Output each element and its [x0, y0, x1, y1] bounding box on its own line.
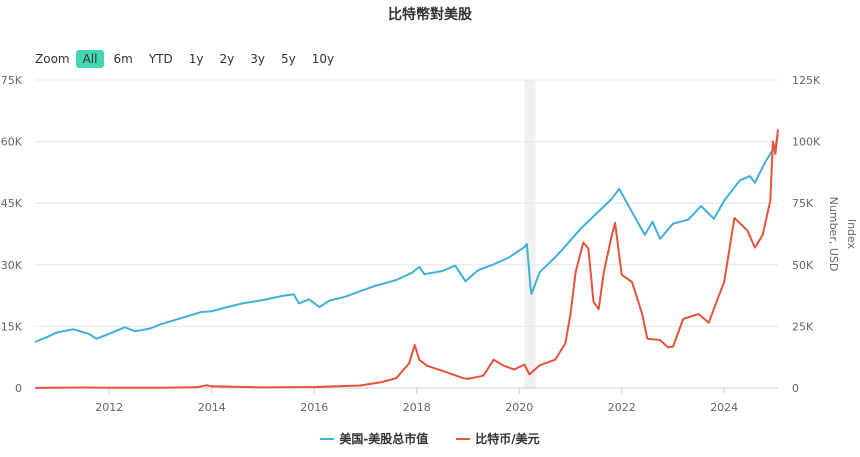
- x-tick-label: 2020: [505, 401, 533, 414]
- y-right-tick-label: 50K: [792, 259, 814, 272]
- y-left-tick-label: 45K: [1, 197, 23, 210]
- series-line-btc: [34, 129, 779, 389]
- x-tick-label: 2016: [300, 401, 328, 414]
- y-right-tick-label: 75K: [792, 197, 814, 210]
- legend-swatch-btc: [456, 437, 471, 440]
- x-tick-label: 2012: [95, 401, 123, 414]
- legend: 美国-美股总市值 比特币/美元: [0, 430, 860, 447]
- y-right-axis-title: Number, USD: [827, 197, 840, 272]
- x-tick-label: 2024: [710, 401, 738, 414]
- zoom-3y-button[interactable]: 3y: [250, 52, 265, 66]
- x-tick-label: 2018: [403, 401, 431, 414]
- y-right-tick-label: 25K: [792, 320, 814, 333]
- x-tick-label: 2022: [608, 401, 636, 414]
- y-left-tick-label: 15K: [1, 320, 23, 333]
- zoom-all-button[interactable]: All: [75, 50, 105, 68]
- zoom-ytd-button[interactable]: YTD: [148, 52, 173, 66]
- y-left-tick-label: 60K: [1, 136, 23, 149]
- highlight-band: [524, 80, 536, 388]
- chart-title: 比特幣對美股: [388, 7, 472, 23]
- legend-label-btc: 比特币/美元: [475, 432, 540, 446]
- legend-swatch-stocks: [320, 437, 335, 440]
- legend-item-stocks[interactable]: 美国-美股总市值: [320, 430, 428, 447]
- y-right-tick-label: 125K: [792, 74, 821, 87]
- zoom-6m-button[interactable]: 6m: [113, 52, 133, 66]
- zoom-1y-button[interactable]: 1y: [188, 52, 204, 66]
- zoom-2y-button[interactable]: 2y: [219, 52, 235, 66]
- y-right-tick-label: 100K: [792, 136, 821, 149]
- zoom-10y-button[interactable]: 10y: [311, 52, 335, 66]
- y-right-tick-label: 0: [792, 382, 799, 395]
- y-right-axis-title: Index: [845, 219, 858, 250]
- x-tick-label: 2014: [198, 401, 226, 414]
- series-line-stocks: [34, 135, 779, 343]
- y-left-tick-label: 0: [15, 382, 22, 395]
- zoom-bar: Zoom All 6m YTD 1y 2y 3y 5y 10y: [35, 49, 343, 69]
- legend-label-stocks: 美国-美股总市值: [339, 432, 429, 446]
- zoom-5y-button[interactable]: 5y: [280, 52, 296, 66]
- zoom-label: Zoom: [35, 52, 70, 66]
- y-left-tick-label: 30K: [1, 259, 23, 272]
- legend-item-btc[interactable]: 比特币/美元: [456, 430, 540, 447]
- y-left-tick-label: 75K: [1, 74, 23, 87]
